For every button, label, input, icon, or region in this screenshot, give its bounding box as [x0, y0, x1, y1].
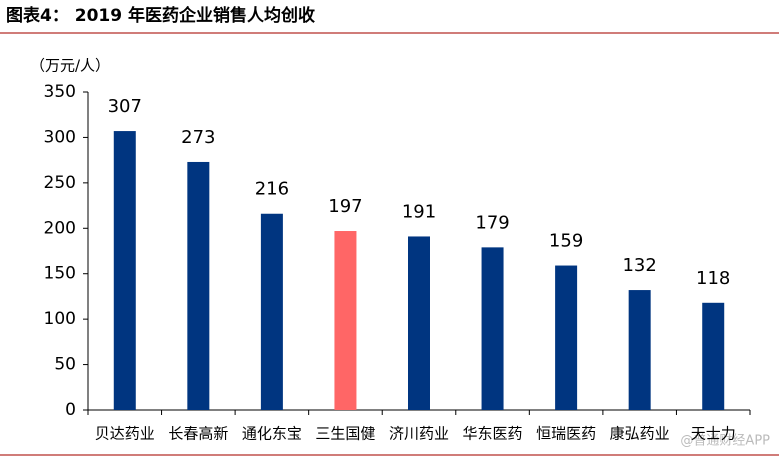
- bar: [113, 131, 136, 410]
- x-tick-label: 天士力: [691, 425, 736, 443]
- data-label: 216: [255, 179, 289, 200]
- y-tick-label: 200: [44, 218, 76, 238]
- y-tick-label: 150: [44, 264, 76, 284]
- bar: [702, 302, 725, 410]
- watermark: @普通财经APP: [680, 434, 770, 449]
- y-axis-label: （万元/人）: [30, 57, 110, 75]
- bar: [555, 265, 578, 410]
- y-tick-label: 250: [44, 173, 76, 193]
- bar: [481, 247, 504, 410]
- bar: [408, 236, 430, 410]
- y-tick-label: 0: [65, 400, 76, 420]
- data-label: 197: [328, 196, 362, 217]
- bar: [628, 290, 651, 410]
- bar: [334, 231, 357, 410]
- bar: [187, 161, 210, 410]
- y-tick-label: 350: [44, 82, 76, 102]
- data-label: 179: [475, 212, 509, 233]
- data-label: 132: [622, 255, 656, 276]
- y-tick-label: 50: [54, 355, 76, 375]
- x-tick-label: 三生国健: [315, 425, 375, 443]
- x-tick-label: 恒瑞医药: [536, 425, 596, 443]
- x-tick-label: 康弘药业: [610, 425, 670, 443]
- x-tick-label: 贝达药业: [95, 425, 155, 443]
- x-tick-label: 济川药业: [389, 425, 449, 443]
- data-label: 118: [696, 268, 730, 289]
- chart-title: 图表4： 2019 年医药企业销售人均创收: [6, 5, 315, 26]
- x-tick-label: 通化东宝: [242, 425, 302, 443]
- data-label: 159: [549, 231, 583, 252]
- x-tick-label: 华东医药: [463, 425, 523, 443]
- y-tick-label: 100: [44, 309, 76, 329]
- y-tick-label: 300: [44, 127, 76, 147]
- bar: [260, 213, 283, 410]
- data-label: 307: [108, 96, 142, 117]
- data-label: 273: [181, 127, 215, 148]
- data-label: 191: [402, 201, 436, 222]
- x-tick-label: 长春高新: [168, 425, 228, 443]
